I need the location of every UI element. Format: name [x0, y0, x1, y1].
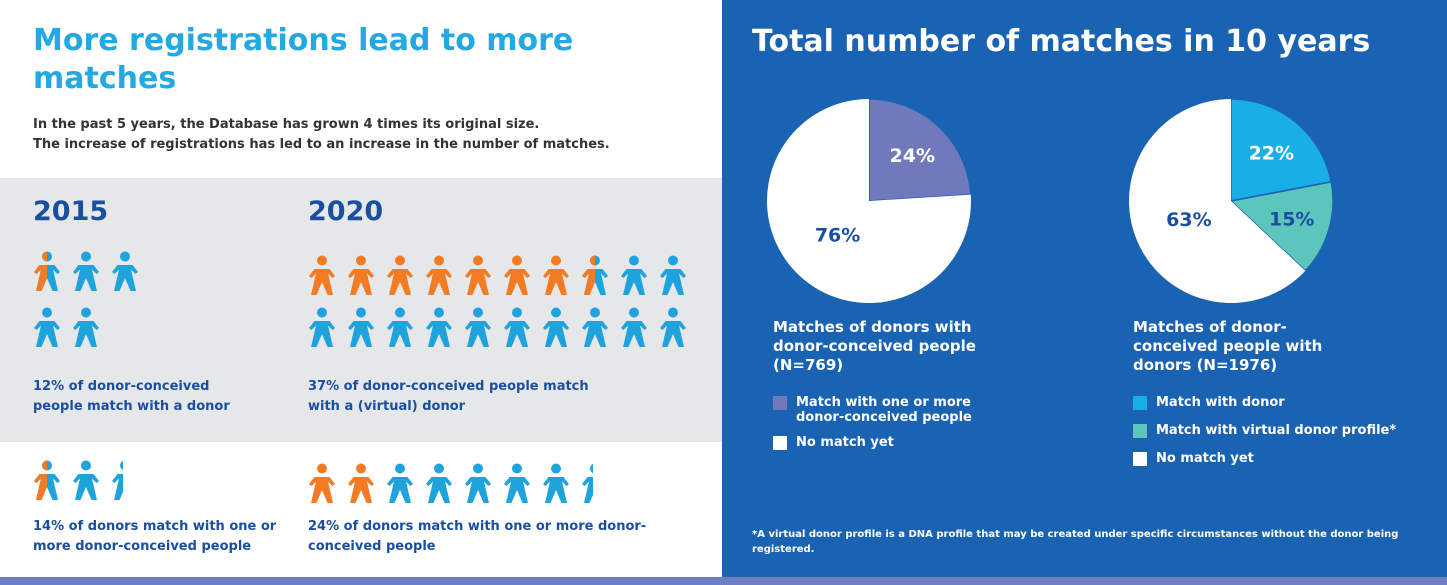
year-2020-heading: 2020 — [308, 196, 384, 227]
people-2020-text: of donor-conceived people match with a (… — [308, 379, 589, 414]
person-icon-blue — [465, 463, 491, 503]
person-icon-blue — [426, 463, 452, 503]
pie1-legend: Match with donor Match with virtual dono… — [1133, 395, 1433, 476]
legend-swatch-purple — [773, 396, 787, 410]
pie-slice — [1230, 98, 1333, 202]
pie-chart-donor-conceived: 22% 15% 63% — [1129, 98, 1334, 303]
intro-line-1: In the past 5 years, the Database has gr… — [33, 117, 540, 132]
legend-swatch-white — [773, 436, 787, 450]
pie-slice-label: 22% — [1249, 142, 1294, 164]
legend-label: Match with virtual donor profile* — [1156, 423, 1397, 438]
left-panel: More registrations lead to more matches … — [0, 0, 722, 585]
right-title: Total number of matches in 10 years — [752, 24, 1371, 59]
legend-swatch-cyan — [1133, 396, 1147, 410]
pie0-caption: Matches of donors with donor-conceived p… — [773, 318, 976, 374]
footnote: *A virtual donor profile is a DNA profil… — [752, 529, 1399, 555]
pie-slice-label: 76% — [815, 224, 860, 246]
person-icon-blue — [465, 307, 491, 347]
donors-2020-caption: 24% of donors match with one or more don… — [308, 517, 688, 557]
person-icon-orange — [543, 255, 569, 295]
donors-2020-pct: 24% — [308, 519, 340, 534]
pie-slice — [767, 99, 971, 303]
people-2015-text: of donor-conceived people match with a d… — [33, 379, 230, 414]
legend-swatch-teal — [1133, 424, 1147, 438]
bottom-bar — [0, 577, 1447, 585]
person-icon-orange — [348, 255, 374, 295]
person-icon-blue — [660, 255, 686, 295]
legend-label: Match with donor — [1156, 395, 1285, 410]
donors-2015-text: of donors match with one or more donor-c… — [33, 519, 277, 554]
legend-item: Match with donor — [1133, 395, 1433, 410]
person-icon-blue — [34, 307, 60, 347]
person-icon-blue — [348, 307, 374, 347]
person-icon-blue — [426, 307, 452, 347]
pie-slice-label: 63% — [1166, 209, 1211, 231]
person-icon-blue — [660, 307, 686, 347]
people-2020-pct: 37% — [308, 379, 340, 394]
person-icon-blue — [112, 251, 138, 291]
person-icon-orange — [426, 255, 452, 295]
legend-label: No match yet — [1156, 451, 1254, 466]
person-icon-blue — [73, 251, 99, 291]
person-icon-blue — [543, 463, 569, 503]
people-2015-row2-icons — [33, 306, 111, 348]
person-icon-orange — [465, 255, 491, 295]
person-icon-blue — [543, 307, 569, 347]
person-icon-orange — [504, 255, 530, 295]
pie-slice — [1229, 181, 1334, 272]
donors-2015-icons — [33, 459, 150, 501]
pie-slice — [1129, 99, 1306, 303]
pie-slice-label: 24% — [890, 145, 935, 167]
people-2020-row1-icons — [308, 254, 698, 296]
people-2020-row2-icons — [308, 306, 698, 348]
person-icon-blue — [621, 255, 647, 295]
people-2015-caption: 12% of donor-conceived people match with… — [33, 377, 253, 417]
legend-item: No match yet — [1133, 451, 1433, 466]
donors-2020-text: of donors match with one or more donor-c… — [308, 519, 647, 554]
person-icon-blue — [73, 460, 99, 500]
person-icon-blue — [504, 463, 530, 503]
pie-slice — [868, 98, 972, 202]
person-icon-half — [582, 255, 608, 295]
legend-label: Match with one or more donor-conceived p… — [796, 395, 972, 425]
pie-chart-donors: 24% 76% — [767, 98, 972, 303]
person-icon-orange — [309, 255, 335, 295]
person-icon-half — [34, 460, 60, 500]
pie1-caption: Matches of donor-conceived people with d… — [1133, 318, 1323, 374]
person-icon-orange — [387, 255, 413, 295]
person-icon-cut — [112, 460, 123, 500]
person-icon-half — [34, 251, 60, 291]
donors-2020-icons — [308, 462, 620, 504]
people-2015-row1-icons — [33, 250, 150, 292]
person-icon-blue — [582, 307, 608, 347]
person-icon-blue — [387, 463, 413, 503]
legend-label: No match yet — [796, 435, 894, 450]
person-icon-blue — [73, 307, 99, 347]
donors-2015-pct: 14% — [33, 519, 65, 534]
pie-slice-label: 15% — [1269, 209, 1314, 231]
legend-swatch-white — [1133, 452, 1147, 466]
legend-item: Match with virtual donor profile* — [1133, 423, 1433, 438]
people-2015-pct: 12% — [33, 379, 65, 394]
legend-item: Match with one or more donor-conceived p… — [773, 395, 1003, 425]
people-2020-caption: 37% of donor-conceived people match with… — [308, 377, 618, 417]
left-intro: In the past 5 years, the Database has gr… — [33, 115, 610, 155]
year-2015-heading: 2015 — [33, 196, 109, 227]
person-icon-blue — [309, 307, 335, 347]
person-icon-orange — [309, 463, 335, 503]
person-icon-blue — [387, 307, 413, 347]
legend-item: No match yet — [773, 435, 1003, 450]
pie0-legend: Match with one or more donor-conceived p… — [773, 395, 1003, 460]
person-icon-orange — [348, 463, 374, 503]
donors-2015-caption: 14% of donors match with one or more don… — [33, 517, 303, 557]
person-icon-blue — [621, 307, 647, 347]
person-icon-blue — [504, 307, 530, 347]
person-icon-cut — [582, 463, 593, 503]
left-title: More registrations lead to more matches — [33, 23, 574, 96]
intro-line-2: The increase of registrations has led to… — [33, 137, 610, 152]
